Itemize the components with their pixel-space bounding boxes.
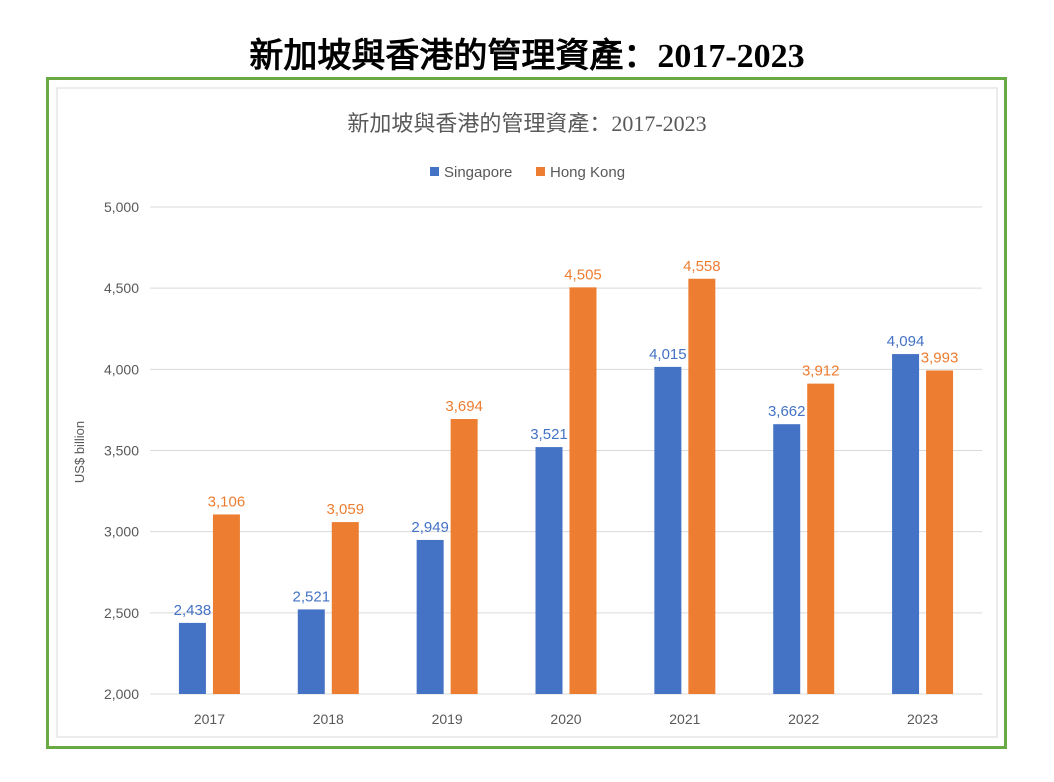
y-tick-label: 3,500 bbox=[104, 443, 139, 459]
bar-singapore bbox=[654, 366, 682, 694]
bar-singapore bbox=[773, 424, 801, 694]
legend-label: Hong Kong bbox=[550, 164, 625, 181]
legend: Singapore Hong Kong bbox=[430, 164, 625, 181]
data-label: 3,694 bbox=[445, 398, 483, 415]
bar-singapore bbox=[416, 539, 444, 694]
gridlines: 2,000 2,500 3,000 3,500 4,000 4,500 5,000 2017 2… bbox=[104, 199, 982, 727]
bars: 2,438 3,106 2,521 3,059 2,949 3,694 3,521 4,505… bbox=[174, 258, 959, 694]
data-label: 2,438 bbox=[174, 602, 212, 619]
x-tick-label: 2019 bbox=[432, 711, 463, 727]
data-label: 3,662 bbox=[768, 403, 806, 420]
bar-hong-kong bbox=[331, 522, 359, 694]
bar-singapore bbox=[892, 354, 920, 694]
page-title: 新加坡與香港的管理資產：2017-2023 bbox=[249, 38, 805, 75]
bar-singapore bbox=[178, 622, 206, 694]
data-label: 4,505 bbox=[564, 266, 602, 283]
y-axis-label: US$ billion bbox=[72, 421, 87, 483]
y-tick-label: 4,000 bbox=[104, 361, 139, 377]
bar-hong-kong bbox=[212, 514, 240, 694]
legend-swatch bbox=[536, 167, 545, 176]
y-tick-label: 2,500 bbox=[104, 605, 139, 621]
bar-hong-kong bbox=[569, 287, 597, 694]
y-tick-label: 3,000 bbox=[104, 524, 139, 540]
data-label: 4,015 bbox=[649, 346, 687, 363]
chart-frame bbox=[46, 77, 1007, 749]
data-label: 2,521 bbox=[293, 588, 331, 605]
bar-hong-kong bbox=[926, 370, 954, 694]
bar-hong-kong bbox=[688, 278, 716, 694]
data-label: 3,059 bbox=[327, 501, 365, 518]
bar-hong-kong bbox=[450, 419, 478, 694]
x-tick-label: 2018 bbox=[313, 711, 344, 727]
data-label: 3,993 bbox=[921, 349, 959, 366]
bar-singapore bbox=[535, 447, 563, 694]
x-tick-label: 2017 bbox=[194, 711, 225, 727]
data-label: 3,106 bbox=[208, 493, 246, 510]
y-tick-label: 5,000 bbox=[104, 199, 139, 215]
data-label: 3,912 bbox=[802, 363, 840, 380]
x-tick-label: 2023 bbox=[907, 711, 938, 727]
bar-hong-kong bbox=[807, 383, 835, 694]
data-label: 4,094 bbox=[887, 333, 925, 350]
x-tick-label: 2021 bbox=[669, 711, 700, 727]
x-tick-label: 2022 bbox=[788, 711, 819, 727]
data-label: 4,558 bbox=[683, 258, 721, 275]
x-tick-label: 2020 bbox=[550, 711, 581, 727]
y-tick-label: 2,000 bbox=[104, 686, 139, 702]
bar-singapore bbox=[297, 609, 325, 694]
data-label: 2,949 bbox=[411, 519, 449, 536]
legend-swatch bbox=[430, 167, 439, 176]
y-tick-label: 4,500 bbox=[104, 280, 139, 296]
chart-area-border bbox=[56, 87, 998, 738]
chart-title: 新加坡與香港的管理資產：2017-2023 bbox=[347, 111, 706, 136]
legend-label: Singapore bbox=[444, 164, 512, 181]
data-label: 3,521 bbox=[530, 426, 568, 443]
